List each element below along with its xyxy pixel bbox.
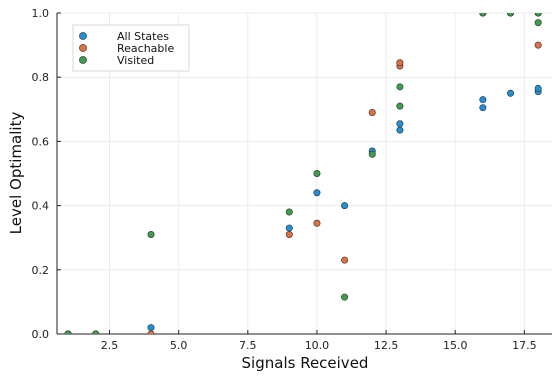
- legend-box: [72, 24, 190, 72]
- point-all-states: [479, 96, 487, 104]
- x-tick-label: 10.0: [305, 339, 330, 352]
- grid-lines: [57, 12, 552, 335]
- point-reachable: [368, 109, 376, 117]
- point-all-states: [147, 324, 155, 332]
- point-all-states: [507, 89, 515, 97]
- point-all-states: [313, 189, 321, 197]
- x-axis-title: Signals Received: [242, 354, 369, 372]
- x-tick-label: 12.5: [374, 339, 399, 352]
- point-visited: [396, 102, 404, 110]
- legend-marker-visited: [79, 56, 87, 64]
- point-all-states: [396, 120, 404, 128]
- point-reachable: [534, 41, 542, 49]
- x-tick-label: 5.0: [170, 339, 188, 352]
- point-visited: [396, 83, 404, 91]
- point-visited: [534, 19, 542, 27]
- y-tick-label: 0.6: [32, 135, 50, 148]
- legend-marker-all-states: [79, 32, 87, 40]
- data-points: [64, 13, 542, 334]
- legend-marker-reachable: [79, 44, 87, 52]
- legend-label-visited: Visited: [117, 54, 154, 67]
- point-all-states: [534, 84, 542, 92]
- y-tick-label: 0.8: [32, 71, 50, 84]
- point-all-states: [285, 224, 293, 232]
- y-tick-label: 0.0: [32, 328, 50, 341]
- y-axis-title: Level Optimality: [7, 112, 25, 235]
- y-tick-label: 0.2: [32, 264, 50, 277]
- point-visited: [368, 150, 376, 158]
- tick-labels: 2.5 5.0 7.5 10.0 12.5 15.0 17.5 0.0 0.2 0.4 0.6 0.8…: [32, 7, 537, 352]
- x-tick-label: 7.5: [239, 339, 257, 352]
- legend-label-reachable: Reachable: [117, 42, 174, 55]
- y-tick-label: 0.4: [32, 200, 50, 213]
- point-reachable: [285, 230, 293, 238]
- point-visited: [507, 13, 515, 17]
- point-reachable: [396, 59, 404, 67]
- point-visited: [285, 208, 293, 216]
- point-visited: [64, 330, 72, 334]
- point-all-states: [479, 104, 487, 112]
- point-visited: [147, 230, 155, 238]
- x-tick-label: 2.5: [101, 339, 119, 352]
- legend-label-all-states: All States: [117, 30, 169, 43]
- point-visited: [92, 330, 100, 334]
- x-tick-label: 15.0: [443, 339, 468, 352]
- point-visited: [313, 170, 321, 178]
- point-reachable: [147, 330, 155, 334]
- point-all-states: [396, 126, 404, 134]
- point-reachable: [313, 219, 321, 227]
- point-visited: [341, 293, 349, 301]
- x-tick-label: 17.5: [512, 339, 537, 352]
- point-visited: [479, 13, 487, 17]
- plot-frame: [56, 12, 552, 335]
- point-visited: [534, 13, 542, 17]
- point-reachable: [341, 256, 349, 264]
- point-all-states: [341, 202, 349, 210]
- y-tick-label: 1.0: [32, 7, 50, 20]
